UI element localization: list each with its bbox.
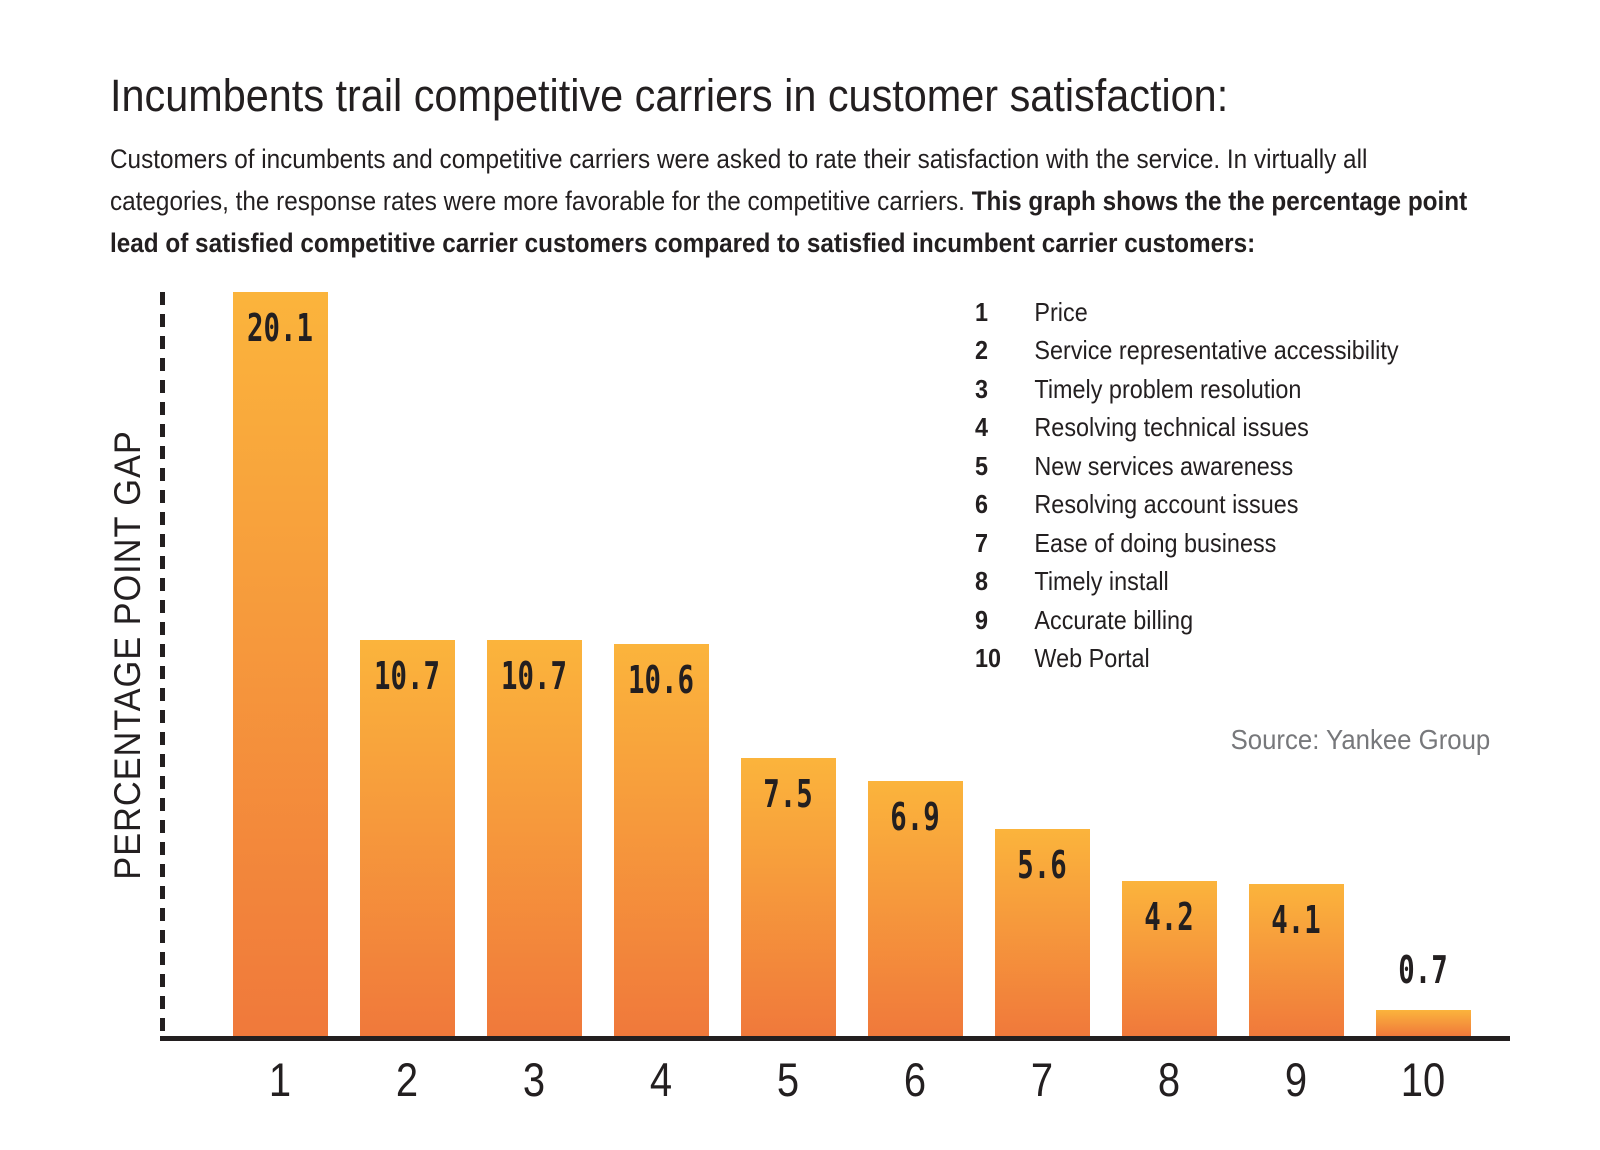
x-axis-tick-label: 3: [522, 1053, 546, 1106]
subtitle-regular-text: Customers of incumbents and competitive …: [110, 144, 1368, 216]
legend-item: 9 Accurate billing: [975, 601, 1399, 640]
bar-category-2: [359, 640, 455, 1036]
bar-category-4: [613, 644, 709, 1036]
legend-item-number: 9: [975, 604, 989, 635]
legend-item-number: 5: [975, 450, 989, 481]
bar-category-8: [1121, 881, 1217, 1036]
legend-item-label: Timely problem resolution: [1034, 373, 1302, 404]
x-axis-tick-label: 5: [776, 1053, 800, 1106]
legend-item: 1 Price: [975, 293, 1399, 332]
bar-category-10: [1375, 1010, 1471, 1036]
bar-category-6: [867, 781, 963, 1036]
legend-item-label: Accurate billing: [1034, 604, 1194, 635]
legend: 1 Price 2 Service representative accessi…: [975, 293, 1399, 678]
x-axis-tick-label: 2: [395, 1053, 419, 1106]
legend-item: 3 Timely problem resolution: [975, 370, 1399, 409]
y-axis-label: PERCENTAGE POINT GAP: [107, 430, 148, 880]
x-axis-tick-label: 6: [903, 1053, 927, 1106]
bar-value-label: 10.7: [374, 654, 440, 698]
legend-item-label: Resolving technical issues: [1034, 412, 1309, 443]
x-axis-tick-label: 7: [1030, 1053, 1054, 1106]
legend-item-label: Ease of doing business: [1034, 527, 1277, 558]
x-axis-tick-label: 1: [268, 1053, 292, 1106]
bar-value-label: 20.1: [247, 306, 313, 350]
bar-value-label: 0.7: [1398, 948, 1448, 992]
legend-item-label: New services awareness: [1034, 450, 1294, 481]
bar-value-label: 6.9: [890, 795, 940, 839]
bar-value-label: 5.6: [1017, 843, 1067, 887]
legend-item-number: 7: [975, 527, 989, 558]
bar-value-label: 4.2: [1144, 895, 1194, 939]
legend-item: 6 Resolving account issues: [975, 486, 1399, 525]
bar-value-label: 7.5: [763, 772, 813, 816]
legend-item-number: 1: [975, 296, 989, 327]
legend-item-label: Resolving account issues: [1034, 489, 1299, 520]
bar-category-9: [1248, 884, 1344, 1036]
bar-category-1: [232, 292, 328, 1036]
legend-item-number: 2: [975, 335, 989, 366]
y-axis-dashed-line: [160, 292, 165, 1040]
legend-item: 2 Service representative accessibility: [975, 332, 1399, 371]
subtitle-bold-text: This graph shows the the percentage poin…: [110, 186, 1468, 258]
legend-item: 10 Web Portal: [975, 640, 1399, 679]
source-note: Source: Yankee Group: [1230, 724, 1490, 755]
x-axis-tick-label: 9: [1284, 1053, 1308, 1106]
legend-item-number: 4: [975, 412, 989, 443]
legend-item: 7 Ease of doing business: [975, 524, 1399, 563]
bar-category-5: [740, 758, 836, 1036]
legend-item-number: 3: [975, 373, 989, 404]
legend-item-number: 10: [975, 643, 1002, 674]
chart-subtitle: Customers of incumbents and competitive …: [110, 138, 1487, 264]
legend-item-label: Web Portal: [1034, 643, 1150, 674]
x-axis-line: [160, 1036, 1510, 1041]
bar-category-7: [994, 829, 1090, 1036]
legend-item: 4 Resolving technical issues: [975, 409, 1399, 448]
legend-item-label: Timely install: [1034, 566, 1169, 597]
x-axis-tick-label: 4: [649, 1053, 673, 1106]
legend-item: 5 New services awareness: [975, 447, 1399, 486]
legend-item-label: Price: [1034, 296, 1088, 327]
bar-value-label: 4.1: [1271, 898, 1321, 942]
legend-item-number: 6: [975, 489, 989, 520]
legend-item: 8 Timely install: [975, 563, 1399, 602]
bar-category-3: [486, 640, 582, 1036]
bar-value-label: 10.7: [501, 654, 567, 698]
x-axis-tick-label: 10: [1400, 1053, 1446, 1106]
x-axis-tick-label: 8: [1157, 1053, 1181, 1106]
bar-value-label: 10.6: [628, 658, 694, 702]
legend-item-label: Service representative accessibility: [1034, 335, 1399, 366]
legend-item-number: 8: [975, 566, 989, 597]
page-title: Incumbents trail competitive carriers in…: [110, 70, 1229, 122]
